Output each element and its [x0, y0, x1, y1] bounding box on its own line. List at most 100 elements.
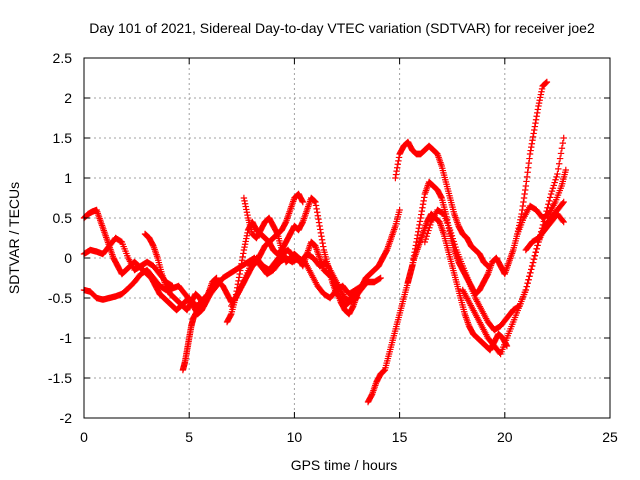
data-point — [551, 179, 558, 186]
data-point — [241, 200, 249, 207]
data-point — [169, 282, 176, 290]
data-point — [392, 174, 399, 182]
y-tick-label: 2 — [64, 90, 72, 106]
data-point — [427, 221, 434, 229]
data-point — [550, 182, 557, 189]
data-point — [383, 247, 390, 255]
data-point — [419, 204, 426, 211]
data-point — [530, 255, 538, 263]
y-tick-label: -0.5 — [48, 290, 72, 306]
x-tick-label: 10 — [287, 429, 303, 445]
data-point — [559, 217, 567, 225]
data-point — [451, 241, 458, 248]
data-point — [543, 78, 551, 86]
data-point — [522, 182, 530, 190]
series-track-14 — [514, 166, 570, 238]
data-point — [213, 274, 220, 282]
data-point — [411, 249, 418, 256]
data-point — [412, 242, 420, 249]
data-point — [416, 218, 424, 225]
series-track-8 — [228, 246, 368, 310]
data-point — [522, 286, 530, 294]
data-point — [360, 282, 368, 290]
data-point — [317, 226, 324, 233]
y-tick-label: 0 — [64, 250, 72, 266]
data-point — [535, 99, 543, 107]
x-tick-label: 20 — [497, 429, 513, 445]
data-point — [349, 303, 356, 311]
series-track-10 — [392, 138, 492, 270]
data-point — [562, 166, 570, 174]
data-point — [526, 155, 533, 162]
data-point — [559, 199, 567, 207]
data-point — [243, 232, 251, 239]
data-point — [394, 161, 401, 168]
grid — [84, 58, 610, 418]
series-track-11 — [404, 78, 551, 298]
x-tick-label: 5 — [185, 429, 193, 445]
data-point — [548, 187, 556, 195]
data-point — [377, 274, 384, 282]
data-point — [422, 235, 429, 243]
data-point — [425, 227, 432, 234]
series-track-15 — [522, 210, 567, 254]
data-point — [452, 243, 459, 251]
data-point — [534, 242, 541, 249]
data-point — [240, 194, 248, 202]
data-point — [240, 246, 248, 254]
data-point — [524, 279, 531, 287]
data-point — [415, 228, 422, 235]
data-point — [560, 134, 567, 142]
data-point — [242, 203, 249, 210]
data-point — [533, 245, 540, 253]
data-point — [418, 211, 425, 218]
data-point — [235, 274, 243, 281]
data-point — [241, 241, 249, 248]
data-point — [523, 178, 530, 185]
data-point — [149, 241, 157, 249]
data-point — [227, 311, 234, 319]
data-point — [549, 185, 557, 192]
data-point — [529, 133, 537, 141]
data-point — [412, 245, 419, 253]
data-point — [423, 233, 430, 240]
data-point — [393, 164, 401, 171]
data-point — [535, 102, 542, 110]
series-track-7 — [240, 194, 403, 318]
data-point — [559, 139, 567, 147]
y-tick-label: -2 — [60, 410, 73, 426]
data-point — [414, 231, 421, 239]
data-point — [527, 147, 534, 154]
data-point — [555, 165, 562, 173]
data-point — [536, 97, 543, 104]
data-point — [241, 197, 248, 205]
x-tick-label: 25 — [602, 429, 618, 445]
data-point — [546, 194, 554, 201]
data-point — [538, 88, 545, 95]
data-point — [238, 257, 246, 264]
data-point — [449, 235, 457, 242]
data-point — [409, 262, 416, 270]
y-tick-label: 1.5 — [53, 130, 73, 146]
data-point — [447, 229, 455, 237]
data-point — [396, 206, 403, 214]
data-point — [524, 169, 531, 176]
y-tick-label: -1 — [60, 330, 73, 346]
data-point — [319, 239, 326, 247]
data-point — [299, 197, 306, 205]
data-point — [529, 259, 537, 266]
data-point — [539, 221, 547, 229]
x-axis-label: GPS time / hours — [291, 457, 398, 473]
data-point — [528, 143, 535, 151]
data-point — [273, 229, 281, 237]
series-track-4 — [141, 230, 220, 314]
data-point — [523, 173, 531, 181]
data-point — [235, 277, 242, 285]
data-point — [359, 283, 367, 291]
data-point — [525, 164, 532, 171]
data-point — [237, 263, 245, 271]
data-point — [448, 232, 456, 239]
data-point — [529, 137, 536, 144]
data-point — [437, 193, 445, 201]
